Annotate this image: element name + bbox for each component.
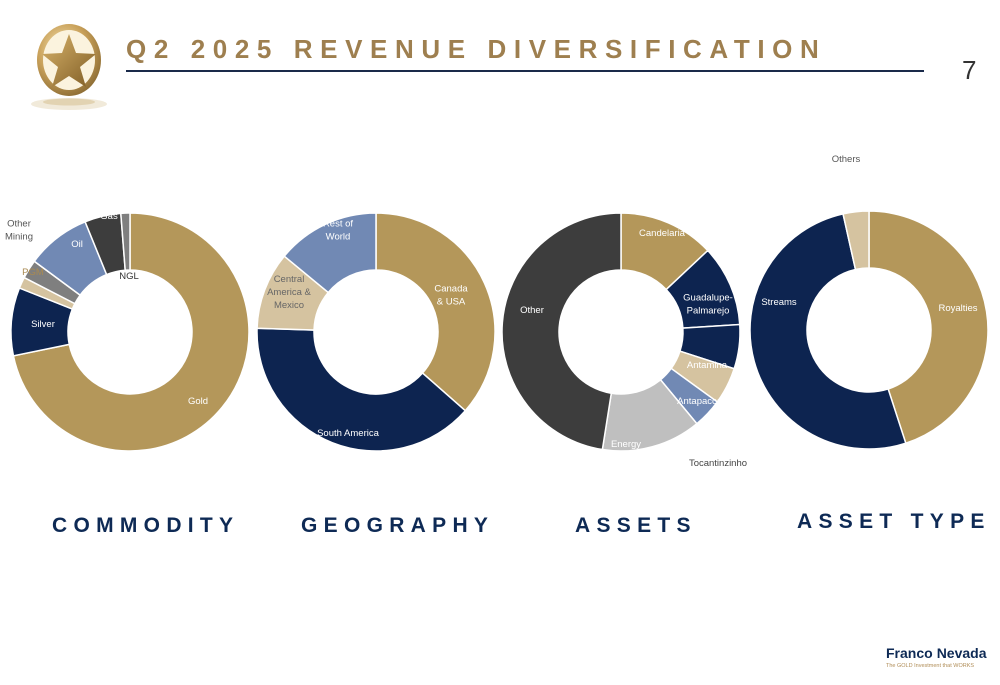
geography-donut-chart: Canada & USA South America Central America &… — [256, 212, 496, 452]
assets-label-tocantinzinho: Tocantinzinho — [689, 458, 747, 469]
page-title: Q2 2025 REVENUE DIVERSIFICATION — [126, 34, 827, 64]
geography-slice-rest-of-world — [283, 212, 377, 294]
asset-type-slice-royalties — [868, 210, 989, 445]
assets-label-candelaria: Candelaria — [639, 228, 686, 239]
brand-tagline: The GOLD Investment that WORKS — [886, 663, 975, 669]
brand-name-left: Franco — [886, 645, 933, 661]
star-icon — [42, 34, 96, 87]
asset-type-slice-others — [842, 210, 870, 271]
commodity-slice-gold — [12, 212, 250, 452]
commodity-label-gold: Gold — [188, 396, 208, 407]
asset-type-label-royalties: Royalties — [938, 303, 977, 314]
commodity-slice-ngl — [120, 212, 131, 271]
asset-type-chart-title: ASSET TYPE — [797, 510, 991, 533]
commodity-label-other-mining: Other Mining — [5, 219, 33, 243]
assets-label-other: Other — [520, 305, 544, 316]
geography-slice-canada-usa — [375, 212, 496, 412]
asset-type-label-others: Others — [832, 154, 861, 165]
assets-chart-title: ASSETS — [575, 514, 697, 537]
assets-label-energy: Energy — [611, 439, 641, 450]
geography-slice-south-america — [256, 327, 467, 452]
geography-label-canada-usa: Canada & USA — [434, 284, 468, 308]
commodity-label-silver: Silver — [31, 319, 55, 330]
asset-type-slice-streams — [749, 212, 907, 450]
asset-type-donut-chart: Royalties Streams Others — [749, 154, 989, 450]
commodity-label-ngl: NGL — [119, 271, 139, 282]
commodity-donut-chart: Gold Silver PGM Other Mining Oil Gas NGL — [5, 211, 250, 452]
assets-donut-chart: Candelaria Guadalupe-Palmarejo Antamina Ant… — [501, 212, 747, 469]
geography-label-rest-of-world: Rest of World — [323, 219, 353, 243]
title-divider — [126, 70, 924, 72]
commodity-chart-title: COMMODITY — [52, 514, 240, 537]
assets-label-antapaccay: Antapaccay — [677, 396, 727, 407]
geography-label-central-america-mexico: Central America & Mexico — [267, 274, 311, 311]
assets-slice-other — [501, 212, 622, 451]
commodity-label-gas: Gas — [100, 211, 118, 222]
commodity-label-oil: Oil — [71, 239, 83, 250]
assets-label-antamina: Antamina — [687, 360, 728, 371]
geography-chart-title: GEOGRAPHY — [301, 514, 495, 537]
geography-label-south-america: South America — [317, 428, 379, 439]
brand-name-right: Nevada — [936, 645, 987, 661]
asset-type-label-streams: Streams — [761, 297, 797, 308]
footer-brand-logo: Franco Nevada The GOLD Investment that W… — [886, 645, 987, 675]
commodity-label-pgm: PGM — [22, 267, 44, 278]
company-logo — [31, 24, 107, 110]
assets-label-guadalupe-palmarejo: Guadalupe-Palmarejo — [683, 293, 733, 317]
page-number: 7 — [962, 55, 977, 85]
